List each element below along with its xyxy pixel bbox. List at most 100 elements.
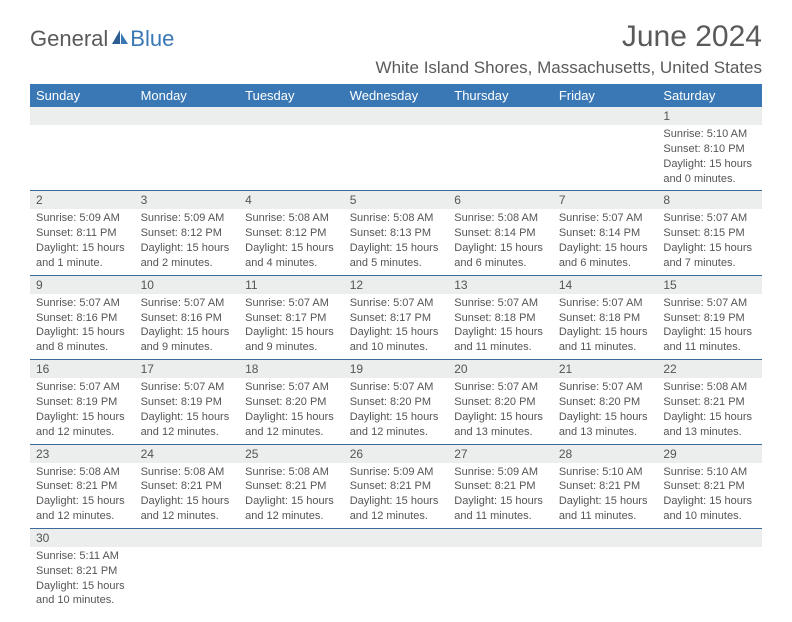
calendar-cell: 26Sunrise: 5:09 AMSunset: 8:21 PMDayligh…	[344, 444, 449, 528]
dayheader-thursday: Thursday	[448, 84, 553, 107]
calendar-cell: 16Sunrise: 5:07 AMSunset: 8:19 PMDayligh…	[30, 360, 135, 444]
day-content: Sunrise: 5:10 AMSunset: 8:21 PMDaylight:…	[657, 463, 762, 528]
day-number: 21	[553, 360, 658, 378]
day-number: 17	[135, 360, 240, 378]
calendar-cell: 27Sunrise: 5:09 AMSunset: 8:21 PMDayligh…	[448, 444, 553, 528]
day-content: Sunrise: 5:08 AMSunset: 8:12 PMDaylight:…	[239, 209, 344, 274]
calendar-cell: 30Sunrise: 5:11 AMSunset: 8:21 PMDayligh…	[30, 528, 135, 612]
daynum-empty	[344, 529, 449, 547]
day-number: 19	[344, 360, 449, 378]
day-content: Sunrise: 5:08 AMSunset: 8:14 PMDaylight:…	[448, 209, 553, 274]
day-content: Sunrise: 5:07 AMSunset: 8:19 PMDaylight:…	[657, 294, 762, 359]
day-number: 23	[30, 445, 135, 463]
day-content: Sunrise: 5:07 AMSunset: 8:17 PMDaylight:…	[239, 294, 344, 359]
day-content: Sunrise: 5:07 AMSunset: 8:16 PMDaylight:…	[30, 294, 135, 359]
calendar-row: 1Sunrise: 5:10 AMSunset: 8:10 PMDaylight…	[30, 107, 762, 191]
day-content: Sunrise: 5:08 AMSunset: 8:21 PMDaylight:…	[239, 463, 344, 528]
calendar-cell: 12Sunrise: 5:07 AMSunset: 8:17 PMDayligh…	[344, 275, 449, 359]
calendar-cell: 13Sunrise: 5:07 AMSunset: 8:18 PMDayligh…	[448, 275, 553, 359]
day-content: Sunrise: 5:07 AMSunset: 8:20 PMDaylight:…	[344, 378, 449, 443]
calendar-cell	[30, 107, 135, 191]
calendar-cell: 11Sunrise: 5:07 AMSunset: 8:17 PMDayligh…	[239, 275, 344, 359]
calendar-cell	[344, 528, 449, 612]
calendar-cell: 14Sunrise: 5:07 AMSunset: 8:18 PMDayligh…	[553, 275, 658, 359]
day-number: 14	[553, 276, 658, 294]
day-header-row: Sunday Monday Tuesday Wednesday Thursday…	[30, 84, 762, 107]
calendar-cell: 22Sunrise: 5:08 AMSunset: 8:21 PMDayligh…	[657, 360, 762, 444]
day-content: Sunrise: 5:08 AMSunset: 8:13 PMDaylight:…	[344, 209, 449, 274]
calendar-cell: 24Sunrise: 5:08 AMSunset: 8:21 PMDayligh…	[135, 444, 240, 528]
day-number: 22	[657, 360, 762, 378]
calendar-cell: 21Sunrise: 5:07 AMSunset: 8:20 PMDayligh…	[553, 360, 658, 444]
day-content: Sunrise: 5:08 AMSunset: 8:21 PMDaylight:…	[135, 463, 240, 528]
day-number: 12	[344, 276, 449, 294]
calendar-cell: 10Sunrise: 5:07 AMSunset: 8:16 PMDayligh…	[135, 275, 240, 359]
dayheader-friday: Friday	[553, 84, 658, 107]
dayheader-saturday: Saturday	[657, 84, 762, 107]
day-number: 29	[657, 445, 762, 463]
day-number: 4	[239, 191, 344, 209]
calendar-table: Sunday Monday Tuesday Wednesday Thursday…	[30, 84, 762, 612]
calendar-cell: 18Sunrise: 5:07 AMSunset: 8:20 PMDayligh…	[239, 360, 344, 444]
day-content: Sunrise: 5:10 AMSunset: 8:21 PMDaylight:…	[553, 463, 658, 528]
daynum-empty	[239, 529, 344, 547]
day-content: Sunrise: 5:09 AMSunset: 8:12 PMDaylight:…	[135, 209, 240, 274]
day-content: Sunrise: 5:07 AMSunset: 8:18 PMDaylight:…	[553, 294, 658, 359]
title-block: June 2024	[622, 20, 762, 54]
day-content: Sunrise: 5:07 AMSunset: 8:17 PMDaylight:…	[344, 294, 449, 359]
dayheader-tuesday: Tuesday	[239, 84, 344, 107]
month-title: June 2024	[622, 20, 762, 54]
calendar-cell: 28Sunrise: 5:10 AMSunset: 8:21 PMDayligh…	[553, 444, 658, 528]
calendar-cell: 20Sunrise: 5:07 AMSunset: 8:20 PMDayligh…	[448, 360, 553, 444]
daynum-empty	[448, 107, 553, 125]
calendar-cell: 29Sunrise: 5:10 AMSunset: 8:21 PMDayligh…	[657, 444, 762, 528]
calendar-cell: 3Sunrise: 5:09 AMSunset: 8:12 PMDaylight…	[135, 191, 240, 275]
calendar-cell	[448, 107, 553, 191]
day-number: 18	[239, 360, 344, 378]
calendar-cell: 6Sunrise: 5:08 AMSunset: 8:14 PMDaylight…	[448, 191, 553, 275]
calendar-cell: 17Sunrise: 5:07 AMSunset: 8:19 PMDayligh…	[135, 360, 240, 444]
day-number: 15	[657, 276, 762, 294]
day-number: 10	[135, 276, 240, 294]
day-content: Sunrise: 5:07 AMSunset: 8:18 PMDaylight:…	[448, 294, 553, 359]
day-number: 8	[657, 191, 762, 209]
day-content: Sunrise: 5:09 AMSunset: 8:21 PMDaylight:…	[344, 463, 449, 528]
day-content: Sunrise: 5:08 AMSunset: 8:21 PMDaylight:…	[30, 463, 135, 528]
day-content: Sunrise: 5:08 AMSunset: 8:21 PMDaylight:…	[657, 378, 762, 443]
brand-part1: General	[30, 26, 108, 52]
day-number: 30	[30, 529, 135, 547]
day-content: Sunrise: 5:07 AMSunset: 8:14 PMDaylight:…	[553, 209, 658, 274]
day-number: 25	[239, 445, 344, 463]
daynum-empty	[657, 529, 762, 547]
daynum-empty	[553, 107, 658, 125]
brand-logo: General Blue	[30, 20, 174, 52]
calendar-cell	[344, 107, 449, 191]
day-content: Sunrise: 5:09 AMSunset: 8:11 PMDaylight:…	[30, 209, 135, 274]
daynum-empty	[135, 529, 240, 547]
dayheader-monday: Monday	[135, 84, 240, 107]
day-number: 2	[30, 191, 135, 209]
brand-part2: Blue	[130, 26, 174, 52]
day-number: 11	[239, 276, 344, 294]
daynum-empty	[448, 529, 553, 547]
daynum-empty	[344, 107, 449, 125]
day-content: Sunrise: 5:07 AMSunset: 8:16 PMDaylight:…	[135, 294, 240, 359]
calendar-row: 16Sunrise: 5:07 AMSunset: 8:19 PMDayligh…	[30, 360, 762, 444]
day-content: Sunrise: 5:07 AMSunset: 8:20 PMDaylight:…	[448, 378, 553, 443]
calendar-cell: 8Sunrise: 5:07 AMSunset: 8:15 PMDaylight…	[657, 191, 762, 275]
day-content: Sunrise: 5:07 AMSunset: 8:20 PMDaylight:…	[239, 378, 344, 443]
day-number: 6	[448, 191, 553, 209]
day-content: Sunrise: 5:11 AMSunset: 8:21 PMDaylight:…	[30, 547, 135, 612]
day-number: 26	[344, 445, 449, 463]
calendar-cell	[553, 528, 658, 612]
calendar-cell: 1Sunrise: 5:10 AMSunset: 8:10 PMDaylight…	[657, 107, 762, 191]
calendar-cell: 19Sunrise: 5:07 AMSunset: 8:20 PMDayligh…	[344, 360, 449, 444]
sail-icon	[110, 26, 130, 52]
header: General Blue June 2024	[30, 20, 762, 54]
day-content: Sunrise: 5:09 AMSunset: 8:21 PMDaylight:…	[448, 463, 553, 528]
calendar-cell: 23Sunrise: 5:08 AMSunset: 8:21 PMDayligh…	[30, 444, 135, 528]
day-content: Sunrise: 5:07 AMSunset: 8:15 PMDaylight:…	[657, 209, 762, 274]
day-content: Sunrise: 5:10 AMSunset: 8:10 PMDaylight:…	[657, 125, 762, 190]
day-number: 24	[135, 445, 240, 463]
calendar-cell	[135, 528, 240, 612]
